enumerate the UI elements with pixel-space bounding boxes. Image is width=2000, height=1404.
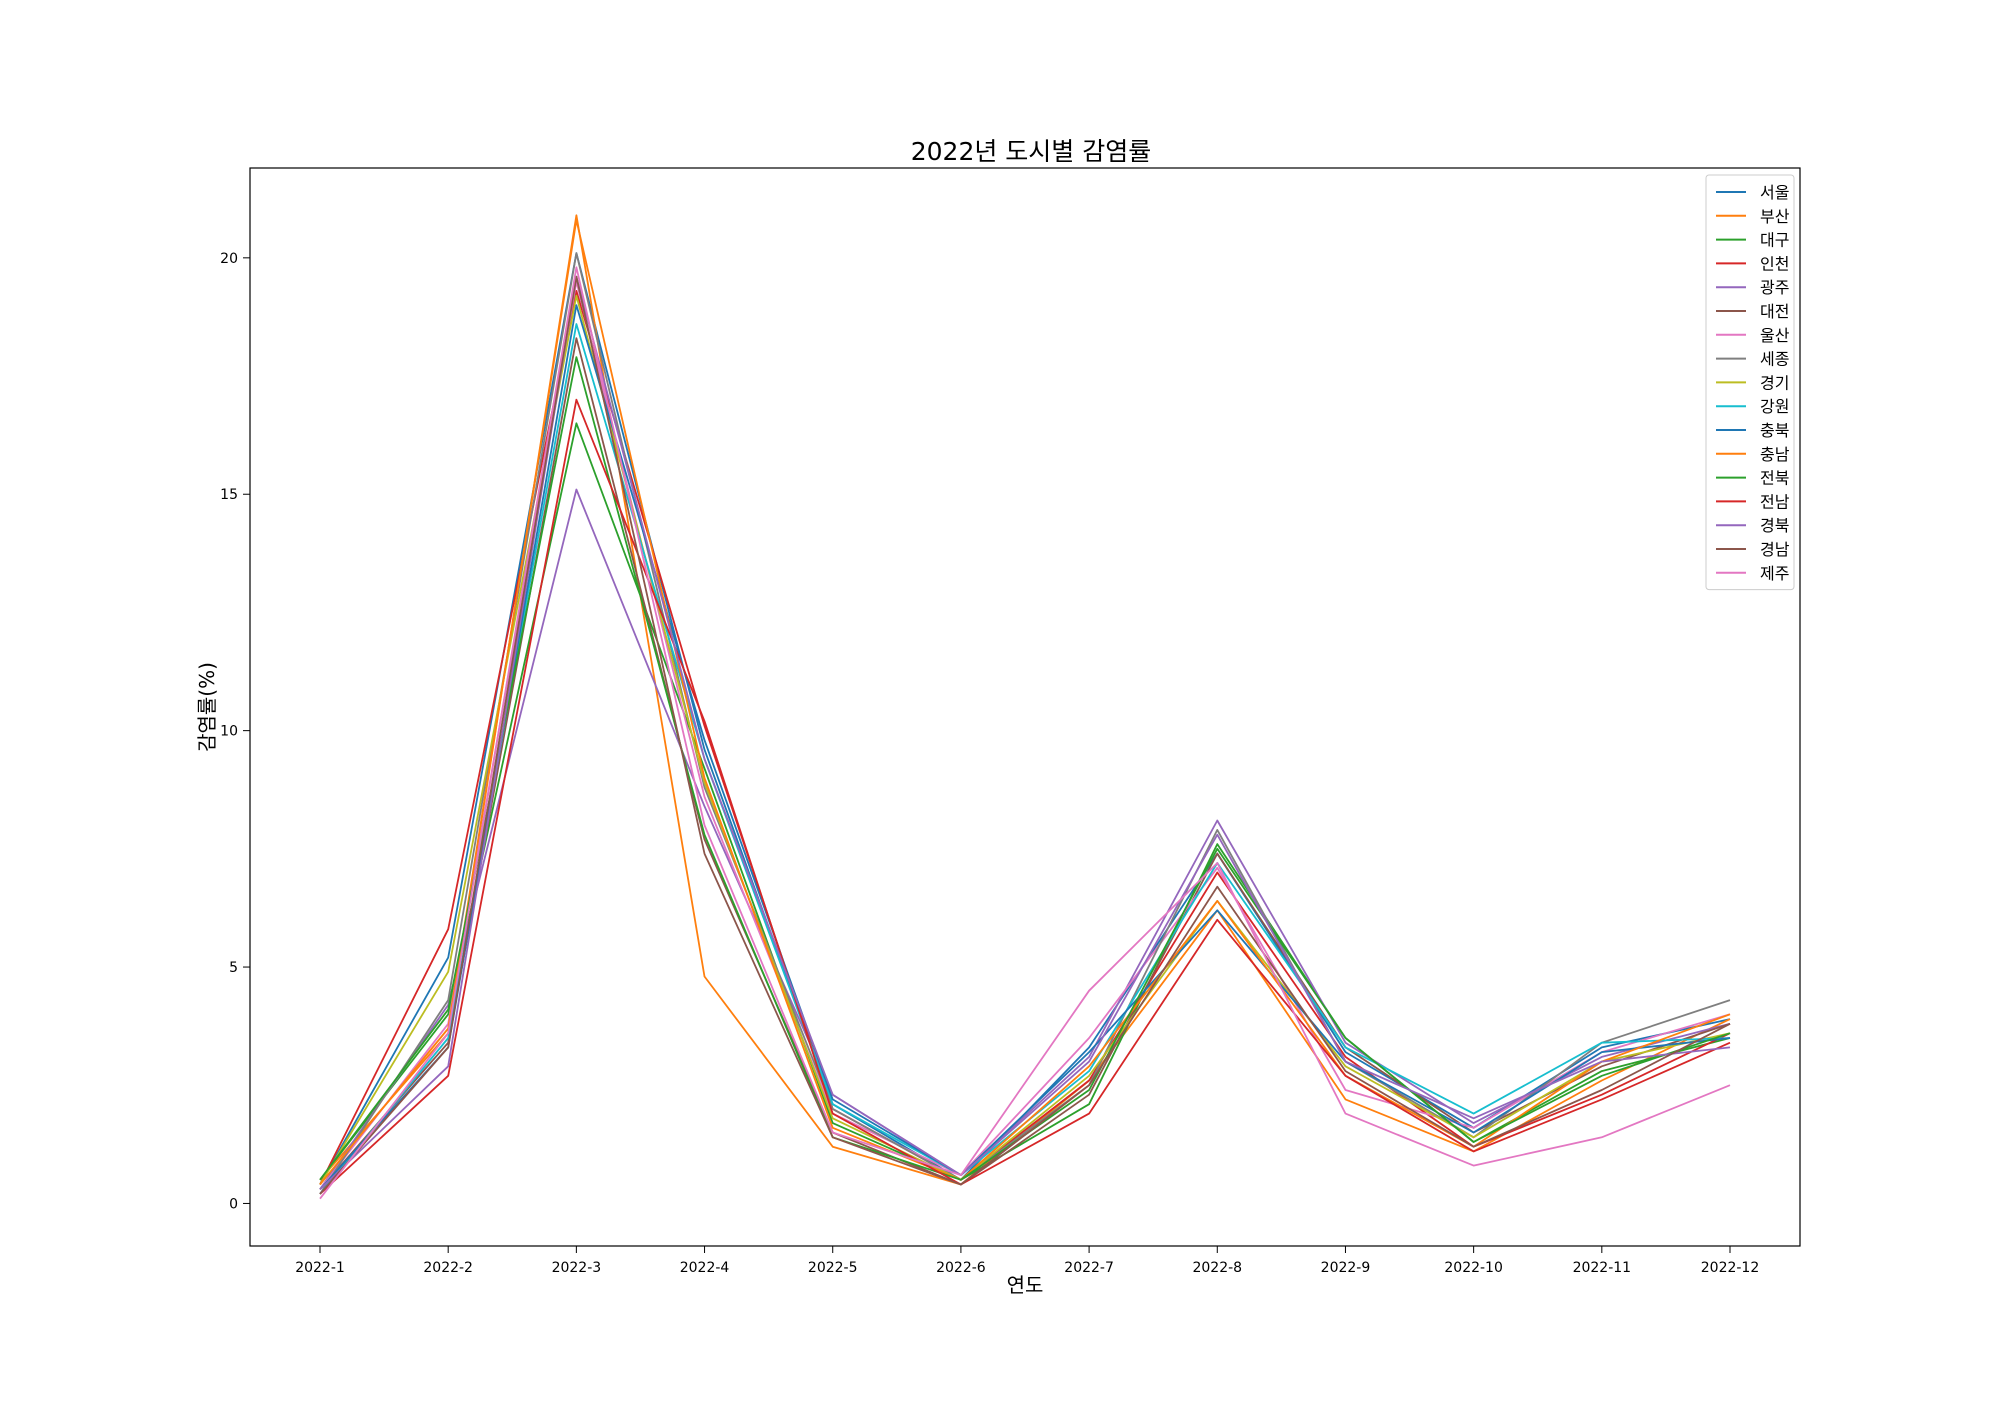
series-line-5 [319, 337, 1731, 1190]
series-line-1 [319, 214, 1731, 1186]
x-tick-label: 2022-9 [1321, 1260, 1371, 1276]
x-tick-label: 2022-4 [680, 1260, 730, 1276]
series-line-7 [319, 252, 1731, 1195]
x-tick-label: 2022-11 [1573, 1260, 1632, 1276]
x-axis-ticks: 2022-1 2022-2 2022-3 2022-4 2022-5 2022-6 2022… [295, 1246, 1759, 1276]
legend-label-12: 전북 [1760, 469, 1789, 488]
legend-label-9: 강원 [1760, 397, 1789, 416]
x-tick-label: 2022-7 [1064, 1260, 1114, 1276]
y-tick-label: 5 [229, 960, 238, 976]
x-axis-title: 연도 [1007, 1273, 1044, 1297]
legend-label-2: 대구 [1760, 231, 1789, 250]
legend-label-6: 울산 [1760, 326, 1790, 345]
x-tick-label: 2022-10 [1444, 1260, 1503, 1276]
x-tick-label: 2022-8 [1192, 1260, 1242, 1276]
series-line-0 [319, 252, 1731, 1185]
y-tick-label: 10 [220, 724, 238, 740]
legend-label-3: 인천 [1760, 254, 1789, 273]
y-tick-label: 20 [220, 251, 238, 267]
series-line-12 [319, 356, 1731, 1181]
x-tick-label: 2022-3 [552, 1260, 602, 1276]
series-line-15 [319, 275, 1731, 1195]
legend-label-10: 충북 [1760, 421, 1789, 440]
x-tick-label: 2022-12 [1701, 1260, 1760, 1276]
x-tick-label: 2022-2 [423, 1260, 473, 1276]
legend-label-7: 세종 [1760, 350, 1789, 369]
series-line-8 [319, 294, 1731, 1185]
series-line-11 [319, 219, 1731, 1186]
legend-label-14: 경북 [1760, 516, 1789, 535]
legend-label-4: 광주 [1760, 278, 1789, 297]
plot-frame [249, 167, 1801, 1247]
legend-label-13: 전남 [1760, 492, 1790, 511]
legend-label-8: 경기 [1760, 373, 1789, 392]
legend-label-15: 경남 [1760, 540, 1790, 559]
series-line-16 [319, 266, 1731, 1200]
series-line-6 [319, 280, 1731, 1190]
series-line-3 [319, 289, 1731, 1185]
chart-title: 2022년 도시별 감염률 [911, 137, 1152, 166]
y-tick-label: 0 [229, 1196, 238, 1212]
legend-frame [1705, 174, 1795, 591]
y-axis-ticks: 0 5 10 15 20 [220, 251, 250, 1212]
series-line-9 [319, 323, 1731, 1195]
legend-label-1: 부산 [1760, 207, 1790, 226]
series-lines [319, 214, 1731, 1200]
x-tick-label: 2022-6 [936, 1260, 986, 1276]
series-line-13 [319, 398, 1731, 1195]
y-tick-label: 15 [220, 487, 238, 503]
y-axis-title: 감염률(%) [195, 662, 219, 752]
legend-label-5: 대전 [1760, 302, 1789, 321]
legend-label-16: 제주 [1760, 564, 1789, 583]
x-tick-label: 2022-1 [295, 1260, 345, 1276]
legend-label-0: 서울 [1760, 183, 1789, 202]
series-line-10 [319, 304, 1731, 1190]
x-tick-label: 2022-5 [808, 1260, 858, 1276]
legend-label-11: 충남 [1760, 445, 1790, 464]
series-line-14 [319, 275, 1731, 1190]
series-line-4 [319, 488, 1731, 1190]
